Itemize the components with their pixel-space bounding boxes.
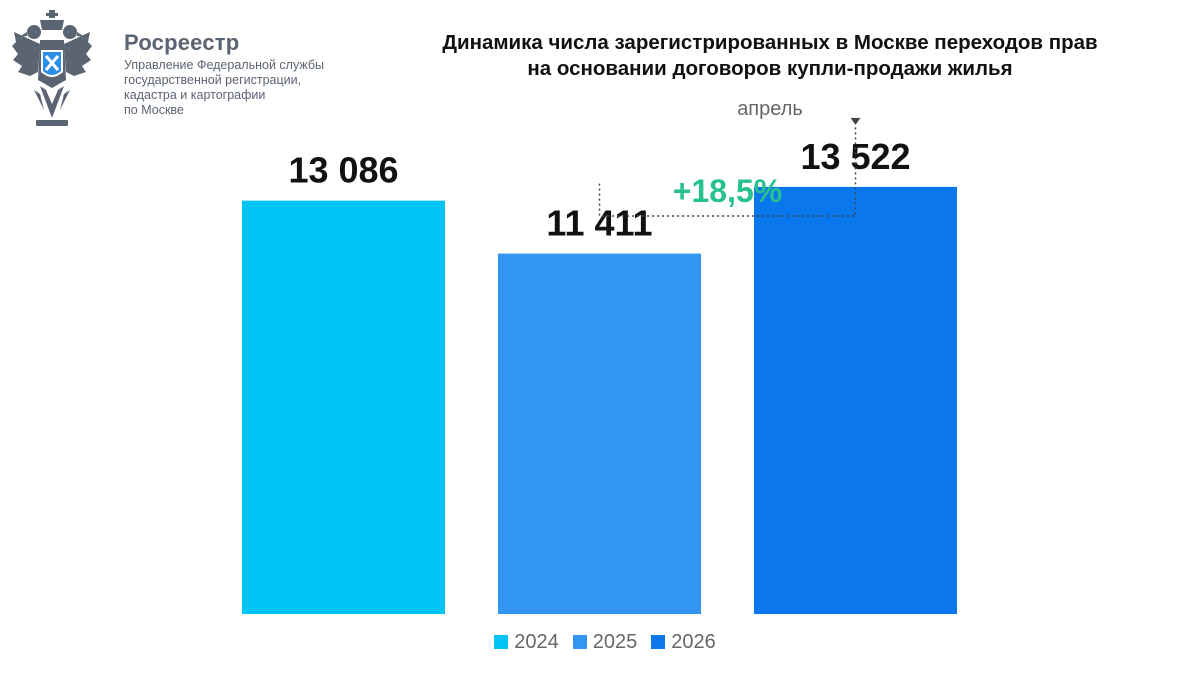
bar-2026 xyxy=(754,186,957,615)
org-subtitle-line: кадастра и картографии xyxy=(124,88,266,102)
legend-item-2025: 2025 xyxy=(572,630,638,654)
org-subtitle: Управление Федеральной службы государств… xyxy=(124,58,324,118)
value-label-2024: 13 086 xyxy=(288,150,398,191)
change-bracket xyxy=(598,124,857,217)
legend-item-2026: 2026 xyxy=(651,631,716,654)
org-subtitle-line: по Москве xyxy=(124,103,184,117)
legend-label: 2026 xyxy=(671,630,716,653)
org-name: Росреестр xyxy=(124,30,240,55)
value-label-2026: 13 522 xyxy=(800,136,910,177)
change-arrow-head xyxy=(850,117,861,125)
org-subtitle-line: Управление Федеральной службы xyxy=(124,58,324,72)
chart-title: Динамика числа зарегистрированных в Моск… xyxy=(360,30,1180,82)
chart-subtitle: апрель xyxy=(737,98,803,120)
double-headed-eagle-emblem-icon xyxy=(12,10,92,126)
chart-title-line: Динамика числа зарегистрированных в Моск… xyxy=(442,31,1098,54)
legend-swatch xyxy=(572,635,587,649)
legend-swatch xyxy=(651,635,666,649)
legend-swatch xyxy=(494,635,509,649)
legend-label: 2025 xyxy=(592,630,638,653)
legend-item-2024: 2024 xyxy=(494,631,559,654)
chart-legend: 2024 2025 2026 xyxy=(480,628,730,656)
chart-title-line: на основании договоров купли-продажи жил… xyxy=(527,57,1013,80)
change-annotation: +18,5% xyxy=(673,173,782,209)
bar-2025 xyxy=(498,253,701,614)
legend-label: 2024 xyxy=(514,630,559,653)
bar-2024 xyxy=(242,200,445,614)
org-subtitle-line: государственной регистрации, xyxy=(124,73,302,87)
